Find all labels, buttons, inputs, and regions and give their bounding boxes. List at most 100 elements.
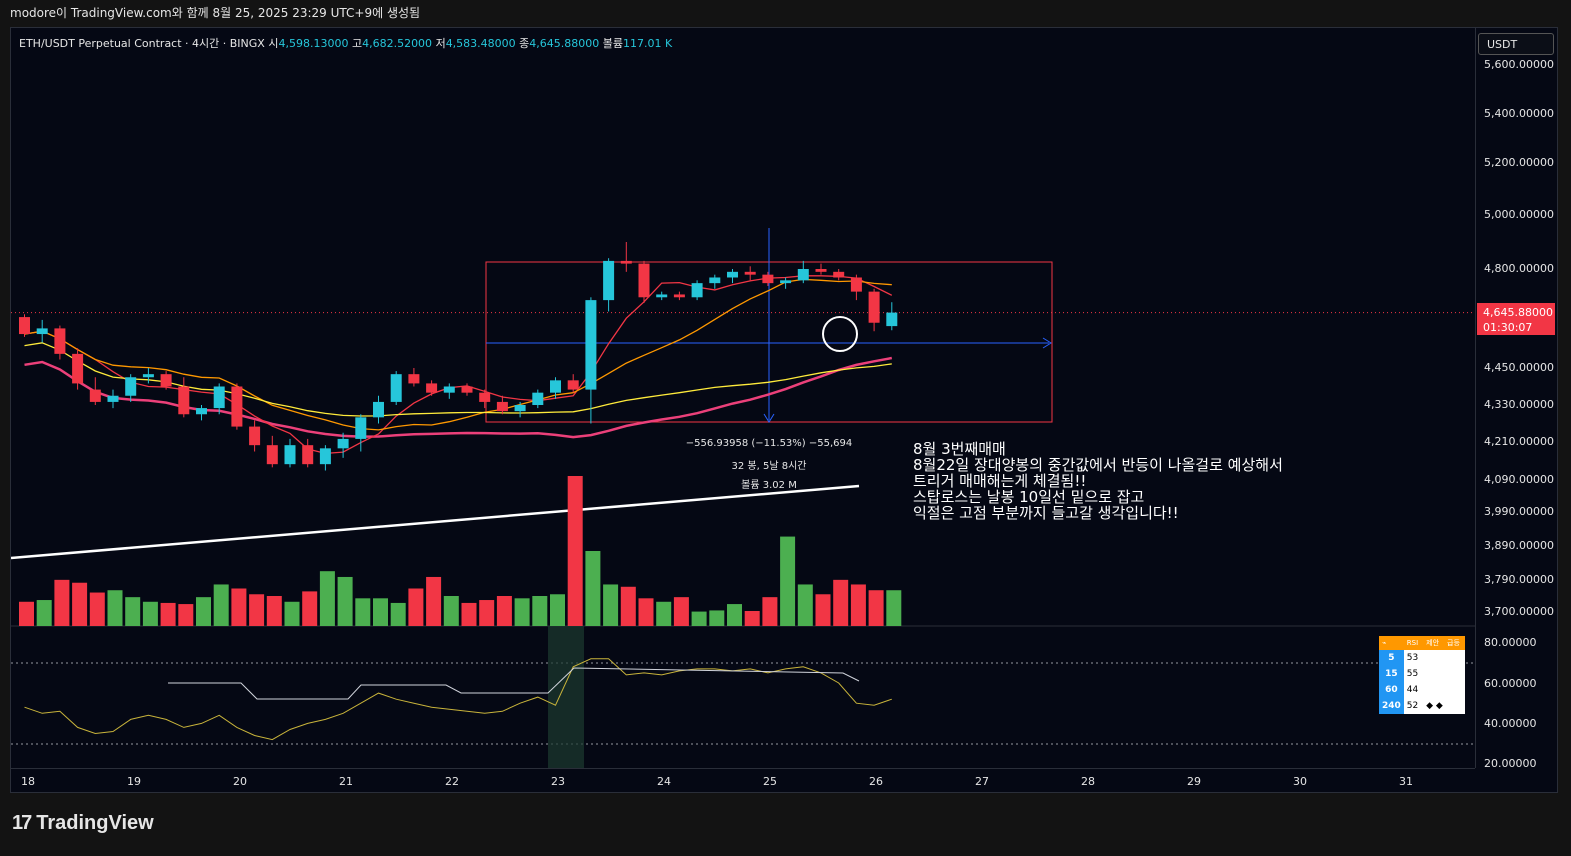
price-tick: 3,990.00000 [1484,505,1554,518]
rsi-value: 44 [1403,682,1465,698]
candle-body [850,277,862,292]
volume-bar [72,582,88,626]
price-chart-canvas[interactable] [11,28,1475,768]
time-tick: 19 [127,775,141,788]
time-tick: 18 [21,775,35,788]
volume-value: 117.01 K [623,37,673,50]
volume-bar [496,596,512,626]
time-tick: 25 [763,775,777,788]
tv-logo-icon: 17 [12,812,32,834]
candle-body [72,353,84,384]
volume-bar [231,588,247,626]
volume-bar [196,597,211,626]
candle-body [142,374,154,378]
price-tick: 5,200.00000 [1484,156,1554,169]
volume-bar [19,601,34,626]
chart-caption: modore이 TradingView.com와 함께 8월 25, 2025 … [10,6,421,20]
volume-bar [780,536,796,626]
candle-body [461,386,473,393]
candle-body [373,401,384,418]
candle-body [691,283,703,298]
candle-body [620,260,632,264]
volume-bar [550,594,565,626]
price-tick: 3,890.00000 [1484,539,1554,552]
rsi-signal-icons: ◆ ◆ [1423,698,1465,714]
volume-bar [125,597,141,626]
rsi-value: 55 [1403,666,1465,682]
rsi-tick: 20.00000 [1484,757,1537,770]
candle-body [36,328,48,335]
candle-body [355,417,367,439]
volume-bar [249,594,265,626]
candle-body [160,374,172,387]
volume-bar [727,604,742,626]
volume-bar [638,598,654,626]
time-tick: 26 [869,775,883,788]
open-value: 4,598.13000 [278,37,349,50]
candle-body [709,277,721,284]
close-value: 4,645.88000 [529,37,600,50]
candle-body [797,269,809,281]
candle-body [550,380,561,393]
candle-body [815,269,827,272]
high-value: 4,682.52000 [362,37,433,50]
volume-bar [337,576,353,626]
candle-body [762,274,774,284]
entry-arrow-icon [1042,337,1052,349]
volume-bar [744,611,760,626]
candle-body [125,377,137,396]
candle-body [337,438,349,449]
volume-bar [850,584,866,626]
chart-area[interactable]: ETH/USDT Perpetual Contract · 4시간 · BING… [10,27,1558,793]
time-tick: 23 [551,775,565,788]
candle-body [479,392,491,402]
candle-body [302,445,314,465]
volume-bar [762,597,778,626]
candle-body [567,380,579,390]
volume-bar [142,601,158,626]
price-tick: 3,790.00000 [1484,573,1554,586]
volume-bar [107,590,123,626]
volume-bar [479,600,495,626]
note-line: 8월 3번째매매 [913,440,1006,458]
volume-bar [178,604,194,626]
volume-bar [656,601,672,626]
candle-body [408,374,420,384]
volume-bar [302,591,318,626]
time-tick: 31 [1399,775,1413,788]
candle-body [532,392,544,405]
ma-yellow-line [24,342,892,417]
price-tick: 4,210.00000 [1484,435,1554,448]
candle-body [744,271,756,275]
volume-bar [603,584,619,626]
volume-bar [284,601,300,626]
rsi-tick: 80.00000 [1484,636,1537,649]
measure-bars: 32 봉, 5날 8시간 [731,461,807,472]
volume-bar [620,586,636,626]
rsi-head-icon: ⌁ [1379,636,1404,650]
volume-bar [833,579,849,626]
measure-volume: 볼륨 3.02 M [741,480,797,491]
volume-bar [709,610,725,626]
volume-bar [319,571,335,626]
low-label: 저 [435,37,446,50]
rsi-value: 53 [1403,650,1465,666]
volume-bar [514,598,530,626]
note-line: 스탑로스는 날봉 10일선 밑으로 잡고 [913,488,1145,506]
volume-bar [89,592,105,626]
price-scale[interactable] [1475,28,1557,768]
time-tick: 30 [1293,775,1307,788]
candle-body [319,448,331,465]
low-value: 4,583.48000 [445,37,516,50]
currency-selector[interactable]: USDT [1478,33,1554,55]
volume-bar [461,602,477,626]
symbol-title[interactable]: ETH/USDT Perpetual Contract · 4시간 · BING… [19,37,265,50]
note-line: 8월22일 장대양봉의 중간값에서 반등이 나올걸로 예상해서 [913,456,1283,474]
time-axis[interactable]: 18 19 20 21 22 23 24 25 26 27 28 29 30 3… [11,768,1475,792]
price-tick: 5,400.00000 [1484,107,1554,120]
candle-body [638,263,650,298]
candle-body [178,386,190,415]
candle-body [727,271,738,278]
volume-bar [373,598,388,626]
tradingview-logo[interactable]: 17 TradingView [12,812,154,835]
